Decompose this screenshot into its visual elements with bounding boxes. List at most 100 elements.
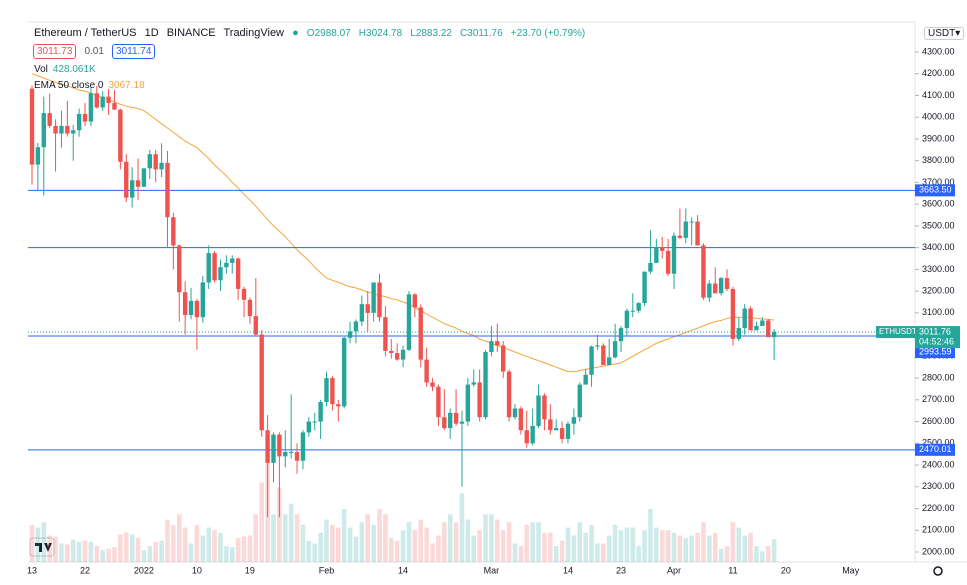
candle-body — [660, 247, 665, 251]
y-tick-label: 3700.00 — [922, 177, 955, 187]
candle-body — [336, 404, 341, 407]
candle-body — [536, 395, 541, 426]
source: TradingView — [223, 27, 285, 39]
ohlc-label: H — [358, 28, 367, 39]
candle-body — [330, 378, 335, 405]
currency-select[interactable]: USDT▾ — [924, 27, 965, 40]
candle-body — [82, 113, 88, 122]
candle-body — [265, 430, 270, 463]
volume-bar — [636, 546, 641, 562]
candle-body — [742, 308, 747, 329]
candle-body — [689, 221, 694, 223]
volume-bar — [70, 539, 76, 562]
x-tick-label: Apr — [667, 565, 681, 575]
ema-row: EMA 50 close 0 3067.18 — [34, 80, 150, 91]
y-tick-label: 3500.00 — [922, 220, 955, 230]
x-tick-label: 14 — [398, 565, 408, 575]
volume-bar — [347, 527, 353, 562]
candle-body — [665, 250, 671, 274]
volume-bar — [553, 546, 559, 562]
y-tick-label: 2200.00 — [922, 503, 955, 513]
candle-body — [300, 432, 306, 461]
volume-bar — [453, 522, 459, 562]
volume-bar — [141, 550, 147, 562]
candle-body — [524, 430, 529, 444]
bid-ask-row: 3011.73 0.01 3011.74 — [33, 44, 160, 59]
volume-bar — [371, 524, 376, 562]
candle-body — [677, 235, 683, 238]
y-tick-label: 2300.00 — [922, 481, 955, 491]
volume-bar — [430, 543, 435, 562]
bid[interactable]: 3011.73 — [33, 44, 77, 59]
volume-bar — [388, 538, 394, 562]
candle-body — [695, 221, 700, 246]
x-tick-label: 23 — [616, 565, 626, 575]
symbol-tag — [876, 326, 915, 339]
volume-bar — [595, 543, 600, 562]
volume-bar — [471, 535, 477, 562]
volume-bar — [465, 519, 471, 562]
volume-bar — [41, 522, 47, 562]
candle-body — [218, 267, 223, 281]
candle-body — [707, 283, 712, 298]
volume-bar — [683, 538, 689, 562]
volume-bar — [577, 522, 583, 562]
volume-bar — [294, 514, 300, 562]
candle-body — [277, 434, 282, 457]
candle-body — [35, 147, 41, 165]
candle-body — [306, 421, 312, 433]
candle-body — [324, 378, 329, 402]
volume-bar — [565, 527, 571, 562]
volume-bar — [712, 532, 718, 562]
x-tick-label: 20 — [781, 565, 791, 575]
candle-body — [512, 408, 518, 418]
volume-bar — [500, 530, 506, 562]
candle-body — [583, 374, 588, 385]
candle-body — [206, 253, 211, 283]
x-tick-label: 10 — [192, 565, 202, 575]
candle-body — [312, 421, 317, 423]
ask[interactable]: 3011.74 — [112, 44, 156, 59]
candle-body — [165, 162, 170, 218]
volume-bar — [742, 535, 747, 562]
candle-body — [760, 320, 765, 326]
candle-body — [365, 304, 370, 313]
volume-bar — [94, 546, 100, 562]
volume-bar — [394, 540, 400, 562]
volume-bar — [82, 540, 88, 562]
candle-body — [618, 328, 624, 342]
candle-body — [471, 382, 476, 385]
candle-body — [489, 341, 494, 352]
x-tick-label: 11 — [728, 565, 737, 575]
volume-bar — [506, 522, 512, 562]
settings-gear[interactable] — [933, 566, 943, 576]
volume-bar — [483, 514, 488, 562]
x-tick-label: 19 — [245, 565, 255, 575]
candle-body — [159, 162, 164, 170]
candle-body — [495, 341, 500, 346]
volume-bar — [606, 535, 612, 562]
ohlc-label: L — [410, 28, 416, 39]
interval[interactable]: 1D — [144, 27, 159, 39]
volume-row: Vol 428.061K — [34, 64, 101, 75]
y-tick-label: 3100.00 — [922, 307, 955, 317]
volume-bar — [112, 547, 117, 562]
candle-body — [571, 417, 577, 424]
volume-bar — [359, 522, 365, 562]
volume-bar — [53, 536, 58, 562]
candle-body — [124, 161, 129, 198]
y-tick-label: 4000.00 — [922, 112, 955, 122]
ema-value: 3067.18 — [108, 80, 145, 91]
volume-bar — [159, 540, 164, 562]
volume-bar — [707, 535, 712, 562]
candle-body — [506, 371, 512, 418]
y-tick-label: 2100.00 — [922, 525, 955, 535]
spread: 0.01 — [84, 46, 104, 57]
volume-bar — [760, 551, 765, 562]
y-tick-label: 3300.00 — [922, 264, 955, 274]
volume-bar — [642, 530, 647, 562]
y-tick-label: 2700.00 — [922, 394, 955, 404]
volume-bar — [459, 493, 465, 562]
symbol[interactable]: Ethereum / TetherUS — [34, 27, 137, 39]
